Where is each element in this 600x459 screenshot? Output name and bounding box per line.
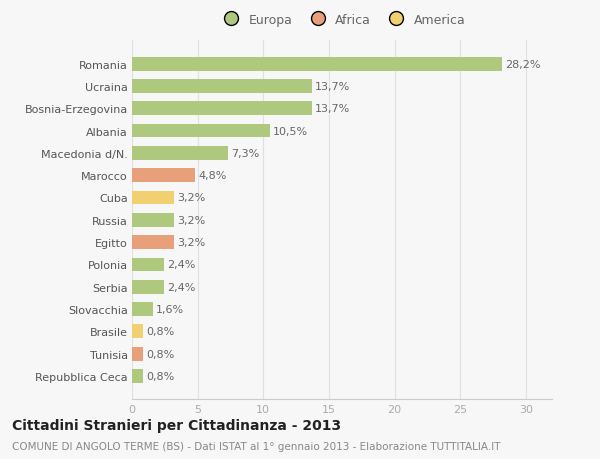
Bar <box>132 102 312 116</box>
Text: Cittadini Stranieri per Cittadinanza - 2013: Cittadini Stranieri per Cittadinanza - 2… <box>12 418 341 431</box>
Bar <box>132 302 153 316</box>
Text: 0,8%: 0,8% <box>146 371 174 381</box>
Text: 0,8%: 0,8% <box>146 349 174 359</box>
Text: 3,2%: 3,2% <box>177 193 206 203</box>
Bar <box>132 146 228 161</box>
Text: 13,7%: 13,7% <box>315 82 350 92</box>
Bar <box>132 57 502 72</box>
Text: 10,5%: 10,5% <box>273 126 308 136</box>
Bar <box>132 235 174 250</box>
Text: COMUNE DI ANGOLO TERME (BS) - Dati ISTAT al 1° gennaio 2013 - Elaborazione TUTTI: COMUNE DI ANGOLO TERME (BS) - Dati ISTAT… <box>12 441 500 451</box>
Text: 13,7%: 13,7% <box>315 104 350 114</box>
Bar <box>132 280 163 294</box>
Text: 28,2%: 28,2% <box>505 60 541 69</box>
Bar <box>132 191 174 205</box>
Bar <box>132 325 143 339</box>
Text: 3,2%: 3,2% <box>177 215 206 225</box>
Bar <box>132 124 270 138</box>
Text: 7,3%: 7,3% <box>231 149 259 158</box>
Legend: Europa, Africa, America: Europa, Africa, America <box>214 9 470 32</box>
Text: 2,4%: 2,4% <box>167 282 195 292</box>
Bar <box>132 80 312 94</box>
Bar <box>132 213 174 227</box>
Bar <box>132 347 143 361</box>
Bar <box>132 258 163 272</box>
Text: 2,4%: 2,4% <box>167 260 195 270</box>
Text: 3,2%: 3,2% <box>177 238 206 247</box>
Bar <box>132 369 143 383</box>
Text: 4,8%: 4,8% <box>198 171 227 181</box>
Text: 1,6%: 1,6% <box>156 304 184 314</box>
Bar <box>132 169 195 183</box>
Text: 0,8%: 0,8% <box>146 327 174 336</box>
